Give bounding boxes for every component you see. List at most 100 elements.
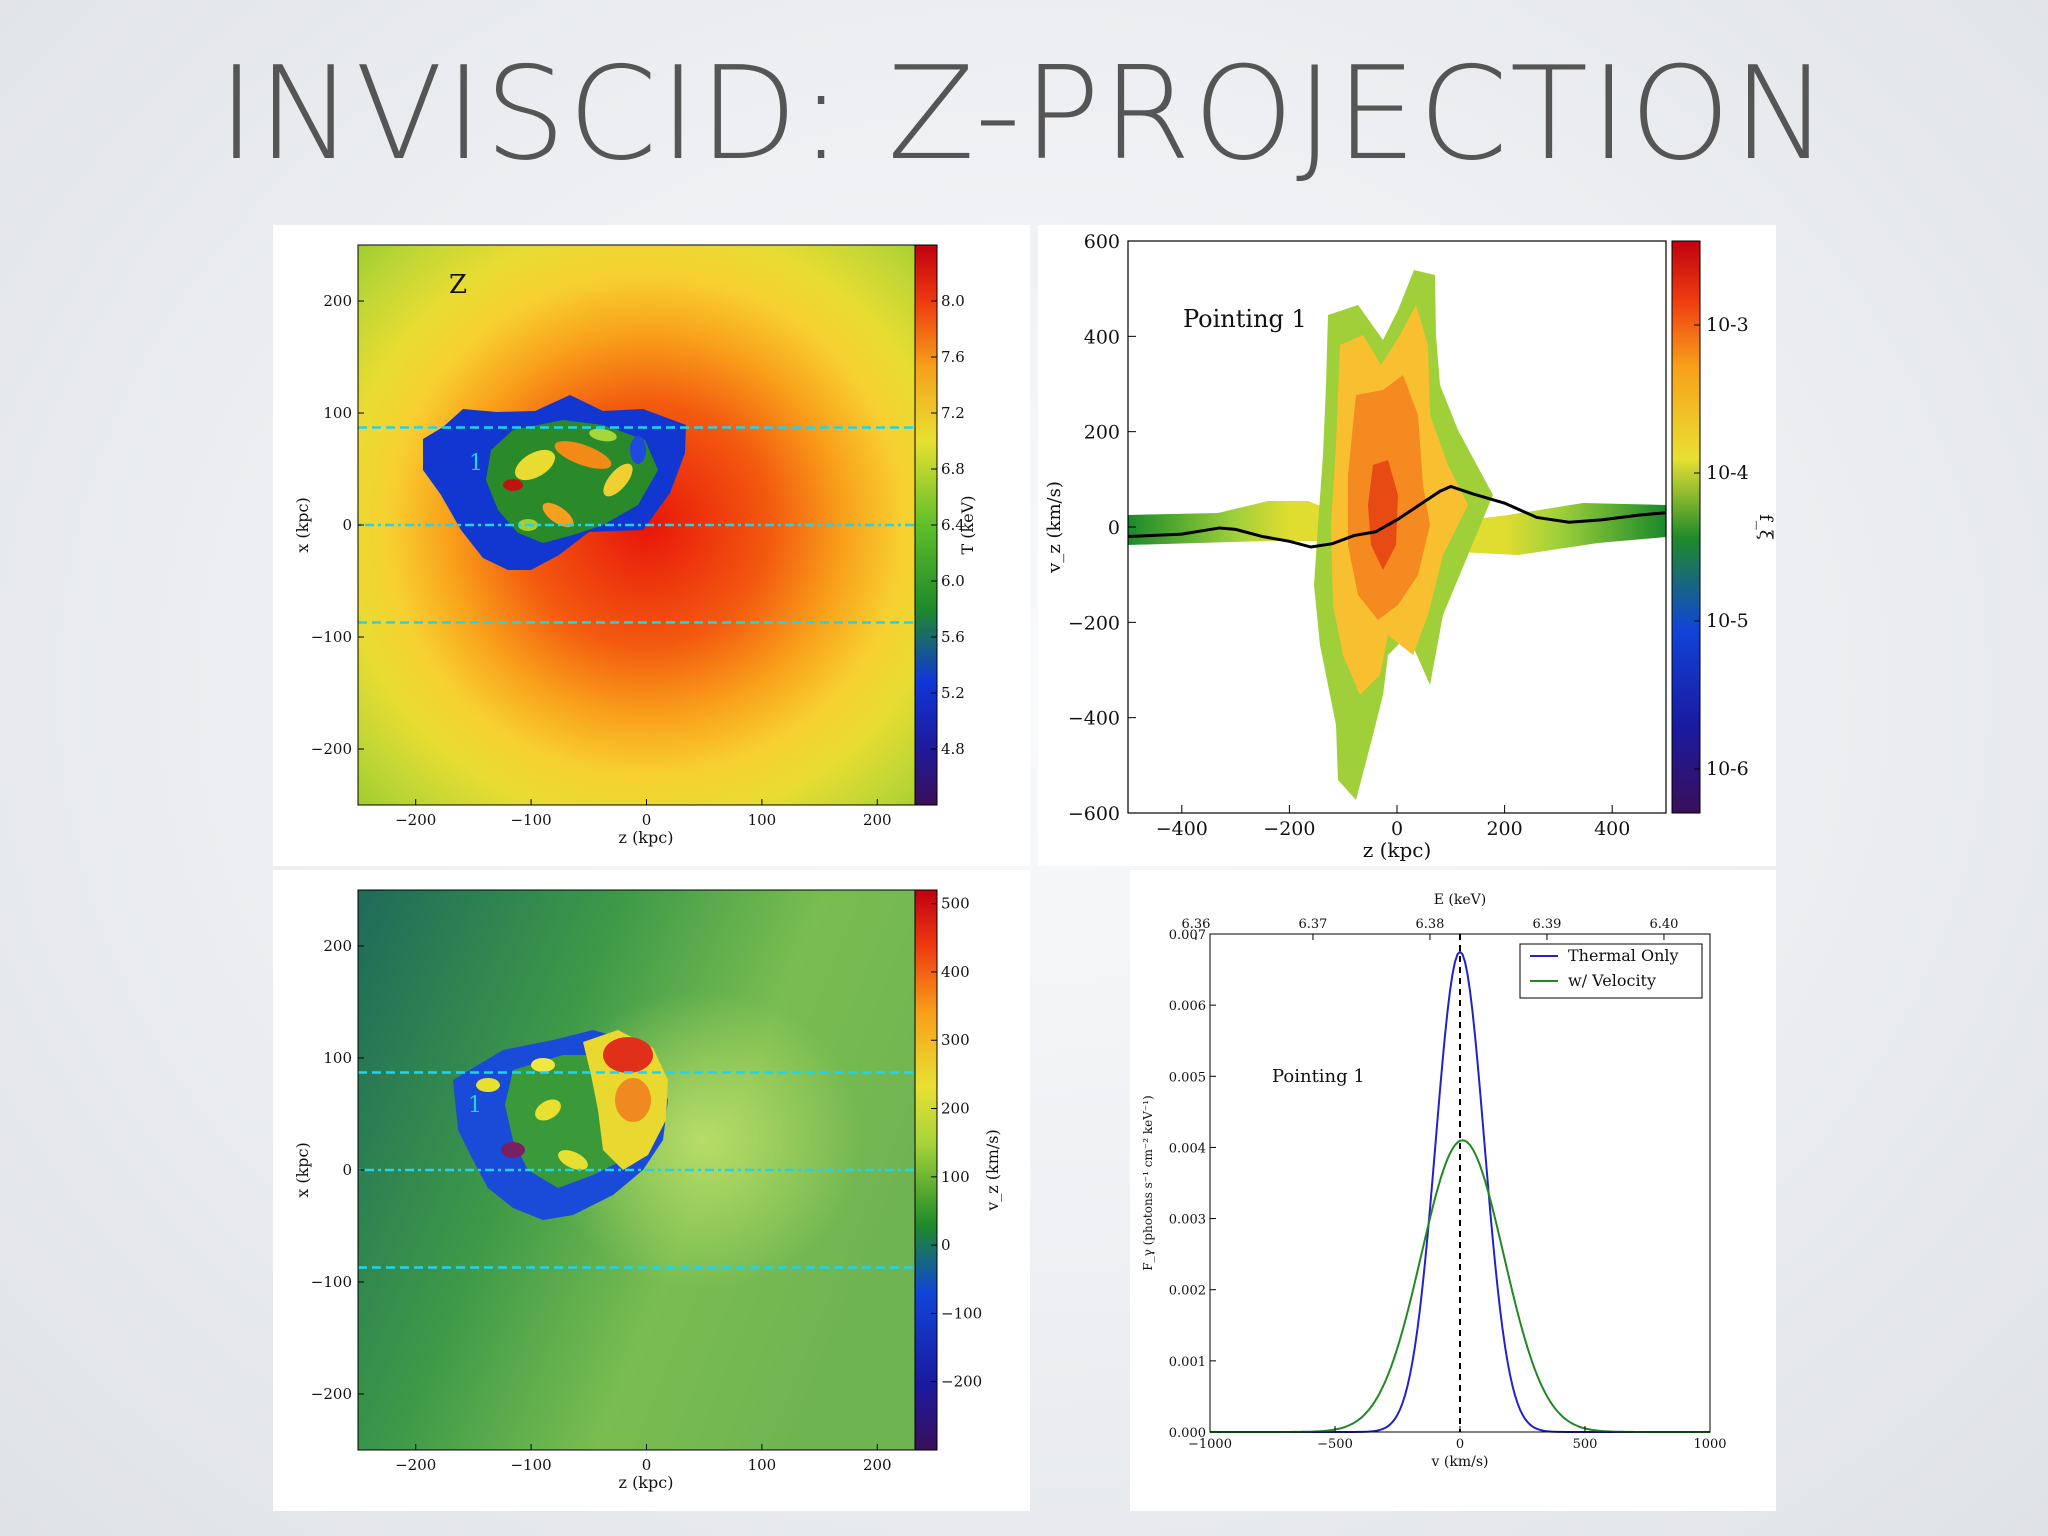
x-tick-label: −400 — [1156, 818, 1208, 840]
mean-velocity-line — [1127, 484, 1667, 549]
colorbar-label: v_z (km/s) — [983, 1129, 1002, 1212]
x-axis-ticks: −200 −100 0 100 200 — [395, 799, 892, 829]
y-tick-label: 0.007 — [1169, 928, 1206, 943]
core-blob — [589, 428, 617, 442]
y-tick-label: 0.006 — [1169, 999, 1206, 1014]
core-blob — [554, 441, 612, 469]
top-tick-label: 6.38 — [1415, 917, 1444, 932]
spectrum-chart: −1000 −500 0 500 1000 0.0070.0060.0050.0040.… — [1141, 892, 1727, 1470]
velocity-colorbar — [914, 889, 938, 1451]
colorbar-ticks: 8.0 7.6 7.2 6.8 6.4 6.0 5.6 5.2 4.8 — [931, 292, 965, 758]
x-tick-label: 400 — [1594, 818, 1630, 840]
temperature-map-panel: Z 1 −200 −100 0 100 200 200 100 0 −100 −200 z (k… — [273, 225, 1030, 866]
colorbar-tick-label: 7.6 — [941, 348, 965, 366]
y-tick-label: 600 — [1084, 231, 1120, 253]
slide-title: INVISCID: Z-PROJECTION — [217, 40, 1831, 189]
velocity-phase-panel: Pointing 1 −400 −200 0 200 400 600 400 200 0 −20… — [1038, 225, 1776, 866]
x-tick-label: 0 — [1391, 818, 1403, 840]
top-tick-label: 6.37 — [1298, 917, 1327, 932]
velocity-blob — [531, 1058, 555, 1072]
x-tick-label: 0 — [642, 811, 652, 829]
x-axis-ticks: −1000 −500 0 500 1000 — [1188, 1426, 1727, 1452]
colorbar-tick-label: 400 — [941, 963, 970, 981]
x-tick-label: −200 — [395, 1456, 436, 1474]
x-tick-label: 0 — [642, 1456, 652, 1474]
top-tick-label: 6.40 — [1649, 917, 1678, 932]
pointing-number: 1 — [469, 451, 483, 476]
y-tick-label: −100 — [311, 1273, 352, 1291]
y-tick-label: 0.001 — [1169, 1355, 1206, 1370]
y-tick-label: 200 — [323, 292, 352, 310]
legend: Thermal Only w/ Velocity — [1519, 943, 1703, 999]
y-tick-label: 0 — [1108, 517, 1120, 539]
x-tick-label: 200 — [1486, 818, 1522, 840]
colorbar-tick-label: 5.6 — [941, 628, 965, 646]
top-axis-ticks: 6.36 6.37 6.38 6.39 6.40 — [1181, 917, 1678, 940]
colorbar-tick-label: 5.2 — [941, 684, 965, 702]
colorbar-tick-label: 100 — [941, 1168, 970, 1186]
x-tick-label: −1000 — [1188, 1437, 1232, 1452]
colorbar-tick-label: 10-5 — [1706, 610, 1749, 632]
colorbar-tick-label: 200 — [941, 1100, 970, 1118]
pointing-label: Pointing 1 — [1272, 1066, 1365, 1087]
x-tick-label: 1000 — [1693, 1437, 1726, 1452]
colorbar-tick-label: 4.8 — [941, 740, 965, 758]
colorbar-tick-label: 10-6 — [1706, 758, 1749, 780]
velocity-map-chart: 1 −200 −100 0 100 200 200 100 0 −100 −200 z (kpc… — [293, 889, 1002, 1492]
colorbar-tick-label: 7.2 — [941, 404, 965, 422]
pointing-label: Pointing 1 — [1183, 305, 1307, 333]
colorbar-tick-label: 10-3 — [1706, 314, 1749, 336]
colorbar-ticks: 500 400 300 200 100 0 −100 −200 — [931, 895, 982, 1391]
y-tick-label: 400 — [1084, 326, 1120, 348]
core-blob — [542, 502, 574, 528]
top-axis-label: E (keV) — [1434, 892, 1486, 908]
x-axis-label: z (kpc) — [619, 1473, 674, 1492]
y-axis-label: F_γ (photons s⁻¹ cm⁻² keV⁻¹) — [1141, 1095, 1155, 1270]
y-tick-label: 0.000 — [1169, 1426, 1206, 1441]
velocity-blob — [501, 1142, 525, 1158]
colorbar-tick-label: −200 — [941, 1373, 982, 1391]
y-tick-label: 0.004 — [1169, 1141, 1206, 1156]
y-tick-label: 0 — [342, 1161, 352, 1179]
y-tick-label: −200 — [311, 740, 352, 758]
colorbar-tick-label: 6.4 — [941, 516, 965, 534]
y-tick-label: −200 — [311, 1385, 352, 1403]
y-tick-label: 0.002 — [1169, 1284, 1206, 1299]
x-tick-label: 100 — [748, 811, 777, 829]
x-tick-label: −200 — [1263, 818, 1315, 840]
x-tick-label: −100 — [510, 1456, 551, 1474]
legend-velocity-label: w/ Velocity — [1568, 971, 1656, 990]
velocity-blob — [558, 1150, 588, 1170]
colorbar-tick-label: 500 — [941, 895, 970, 913]
y-tick-label: 200 — [1084, 422, 1120, 444]
phase-plume-core — [1368, 460, 1398, 570]
x-tick-label: 0 — [1456, 1437, 1464, 1452]
colorbar-tick-label: −100 — [941, 1304, 982, 1322]
core-blob — [515, 449, 555, 481]
core-blob — [603, 463, 633, 497]
colorbar-label: T (keV) — [958, 496, 977, 555]
y-axis-label: x (kpc) — [293, 497, 312, 553]
y-axis-label: x (kpc) — [293, 1142, 312, 1198]
core-blob — [630, 436, 646, 464]
velocity-phase-chart: Pointing 1 −400 −200 0 200 400 600 400 200 0 −20… — [1044, 231, 1776, 862]
temperature-map-chart: Z 1 −200 −100 0 100 200 200 100 0 −100 −200 z (k… — [293, 244, 977, 847]
x-axis-label: v (km/s) — [1431, 1454, 1489, 1470]
colorbar-tick-label: 0 — [941, 1236, 951, 1254]
spectrum-panel: −1000 −500 0 500 1000 0.007 0.006 0.005 0.004 0.… — [1130, 870, 1776, 1511]
y-tick-label: 0.003 — [1169, 1213, 1206, 1228]
colorbar-tick-label: 6.8 — [941, 460, 965, 478]
x-tick-label: −200 — [395, 811, 436, 829]
x-tick-label: 200 — [863, 811, 892, 829]
pointing-number: 1 — [468, 1093, 482, 1118]
top-tick-label: 6.39 — [1532, 917, 1561, 932]
velocity-hotspot — [615, 1078, 651, 1122]
z-label: Z — [449, 270, 467, 300]
y-axis-ticks: 0.007 0.006 0.005 0.004 0.003 0.002 0.001 0.000 — [1169, 928, 1216, 1441]
colorbar-label: f_ξ — [1755, 514, 1776, 540]
x-axis-label: z (kpc) — [1363, 838, 1432, 862]
colorbar-tick-label: 300 — [941, 1031, 970, 1049]
y-tick-label: 0 — [342, 516, 352, 534]
x-tick-label: 100 — [748, 1456, 777, 1474]
colorbar-tick-label: 10-4 — [1706, 462, 1749, 484]
